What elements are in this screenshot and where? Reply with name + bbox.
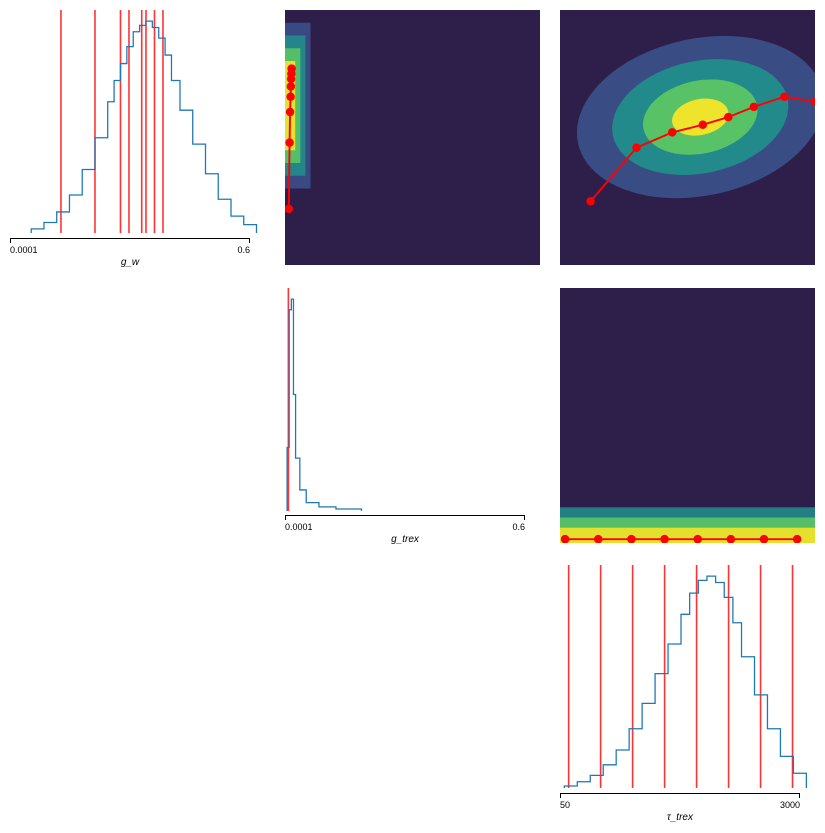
label-tau: τ_trex	[667, 812, 694, 823]
tick-gw-min: 0.0001	[10, 245, 38, 255]
panel-gtrex-tau-heatmap	[560, 288, 815, 546]
panel-empty-21	[285, 565, 540, 823]
tick-tau-min: 50	[560, 800, 570, 810]
panel-gtrex-hist: 0.0001 0.6 g_trex	[285, 288, 540, 546]
panel-gw-tau-heatmap	[560, 10, 815, 268]
label-gtrex: g_trex	[391, 534, 420, 545]
tick-gtrex-min: 0.0001	[285, 522, 313, 532]
panel-empty-20	[10, 565, 265, 823]
tick-gw-max: 0.6	[237, 245, 250, 255]
panel-tau-hist: 50 3000 τ_trex	[560, 565, 815, 823]
corner-plot-grid: 0.0001 0.6 g_w 0.0001 0.6 g_trex	[10, 10, 815, 823]
panel-empty-10	[10, 288, 265, 546]
panel-gw-hist: 0.0001 0.6 g_w	[10, 10, 265, 268]
tick-tau-max: 3000	[780, 800, 800, 810]
tick-gtrex-max: 0.6	[512, 522, 525, 532]
label-gw: g_w	[121, 257, 140, 268]
panel-gw-gtrex-heatmap	[285, 10, 540, 268]
